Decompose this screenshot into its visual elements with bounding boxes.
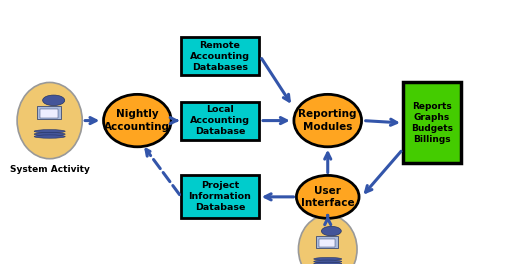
Ellipse shape — [298, 215, 357, 265]
Ellipse shape — [296, 175, 359, 218]
Text: User
Interface: User Interface — [301, 186, 354, 208]
Text: Nightly
Accounting: Nightly Accounting — [104, 109, 170, 132]
Ellipse shape — [34, 135, 65, 138]
Ellipse shape — [314, 260, 342, 263]
Text: System Activity: System Activity — [10, 165, 90, 174]
FancyBboxPatch shape — [316, 236, 338, 248]
Ellipse shape — [314, 258, 342, 260]
Circle shape — [42, 95, 65, 105]
Circle shape — [322, 226, 342, 236]
Text: Project
Information
Database: Project Information Database — [188, 181, 251, 213]
Ellipse shape — [34, 132, 65, 136]
Ellipse shape — [314, 262, 342, 265]
Ellipse shape — [103, 94, 171, 147]
FancyBboxPatch shape — [37, 106, 61, 120]
FancyBboxPatch shape — [181, 37, 259, 75]
Text: Reporting
Modules: Reporting Modules — [298, 109, 357, 132]
Text: Remote
Accounting
Databases: Remote Accounting Databases — [190, 41, 250, 72]
Text: Local
Accounting
Database: Local Accounting Database — [190, 105, 250, 136]
FancyBboxPatch shape — [40, 109, 58, 118]
Ellipse shape — [294, 94, 361, 147]
FancyBboxPatch shape — [181, 101, 259, 140]
FancyBboxPatch shape — [319, 238, 335, 247]
Ellipse shape — [17, 82, 82, 159]
FancyBboxPatch shape — [181, 175, 259, 218]
Ellipse shape — [34, 130, 65, 133]
Text: Reports
Graphs
Budgets
Billings: Reports Graphs Budgets Billings — [411, 102, 453, 144]
FancyBboxPatch shape — [403, 82, 460, 164]
